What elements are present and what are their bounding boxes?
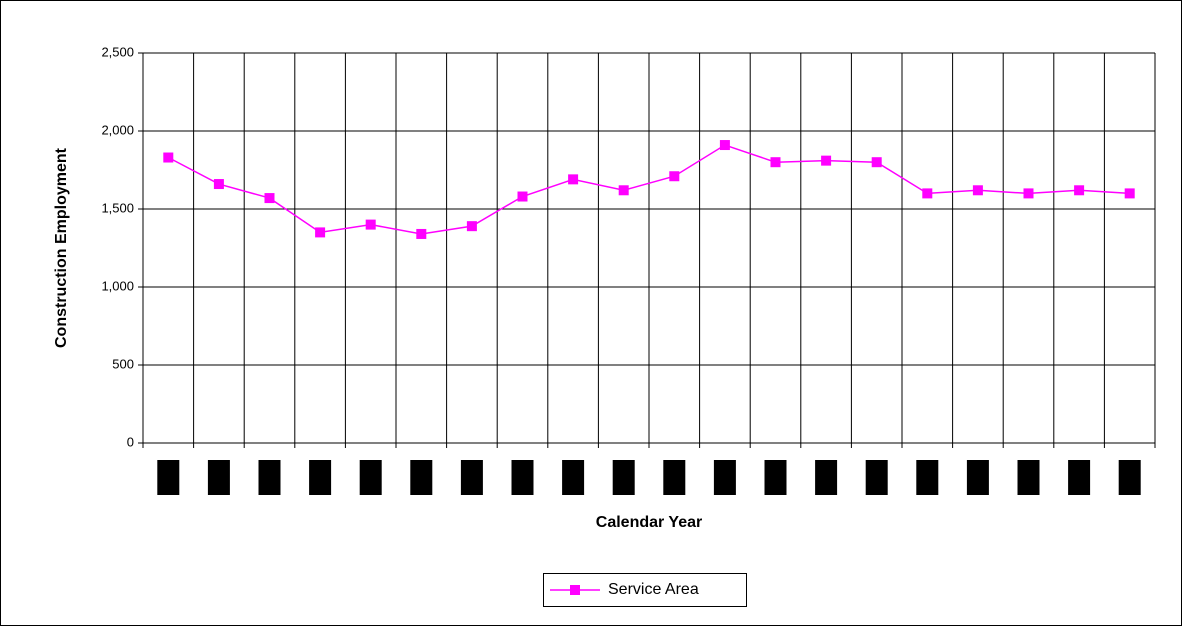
point-marker [972, 185, 983, 196]
point-marker [1074, 185, 1085, 196]
legend-label: Service Area [608, 581, 699, 598]
redacted-x-label [815, 460, 838, 495]
point-marker [213, 179, 224, 190]
redacted-x-label [309, 460, 332, 495]
redacted-x-label [207, 460, 230, 495]
point-marker [821, 155, 832, 166]
redacted-x-label [460, 460, 483, 495]
redacted-x-label [157, 460, 180, 495]
point-marker [163, 152, 174, 163]
point-marker [871, 157, 882, 168]
point-marker [669, 171, 680, 182]
point-marker [466, 221, 477, 232]
series-line [167, 144, 1130, 235]
point-marker [719, 140, 730, 151]
y-tick-label: 1,000 [101, 278, 134, 293]
redacted-x-label [410, 460, 433, 495]
redacted-x-label [612, 460, 635, 495]
point-marker [1124, 188, 1135, 199]
redacted-x-label [1017, 460, 1040, 495]
redacted-x-label [258, 460, 281, 495]
point-marker [618, 185, 629, 196]
point-marker [568, 174, 579, 185]
point-marker [517, 191, 528, 202]
redacted-x-label [865, 460, 888, 495]
y-axis-title: Construction Employment [53, 147, 70, 348]
point-marker [365, 219, 376, 230]
redacted-x-label [1118, 460, 1141, 495]
point-marker [416, 228, 427, 239]
redacted-x-label [359, 460, 382, 495]
point-marker [922, 188, 933, 199]
redacted-x-label [713, 460, 736, 495]
point-marker [264, 193, 275, 204]
point-marker [315, 227, 326, 238]
y-tick-label: 1,500 [101, 200, 134, 215]
y-tick-label: 500 [112, 356, 134, 371]
y-tick-label: 2,500 [101, 44, 134, 59]
redacted-x-label [1068, 460, 1091, 495]
redacted-x-label [562, 460, 585, 495]
point-marker [770, 157, 781, 168]
redacted-x-label [966, 460, 989, 495]
redacted-x-label [663, 460, 686, 495]
point-marker [1023, 188, 1034, 199]
y-tick-label: 0 [127, 434, 134, 449]
redacted-x-label [916, 460, 939, 495]
redacted-x-label [764, 460, 787, 495]
redacted-x-label [511, 460, 534, 495]
x-axis-title: Calendar Year [596, 514, 702, 531]
y-tick-label: 2,000 [101, 122, 134, 137]
legend-swatch-marker [570, 585, 580, 595]
